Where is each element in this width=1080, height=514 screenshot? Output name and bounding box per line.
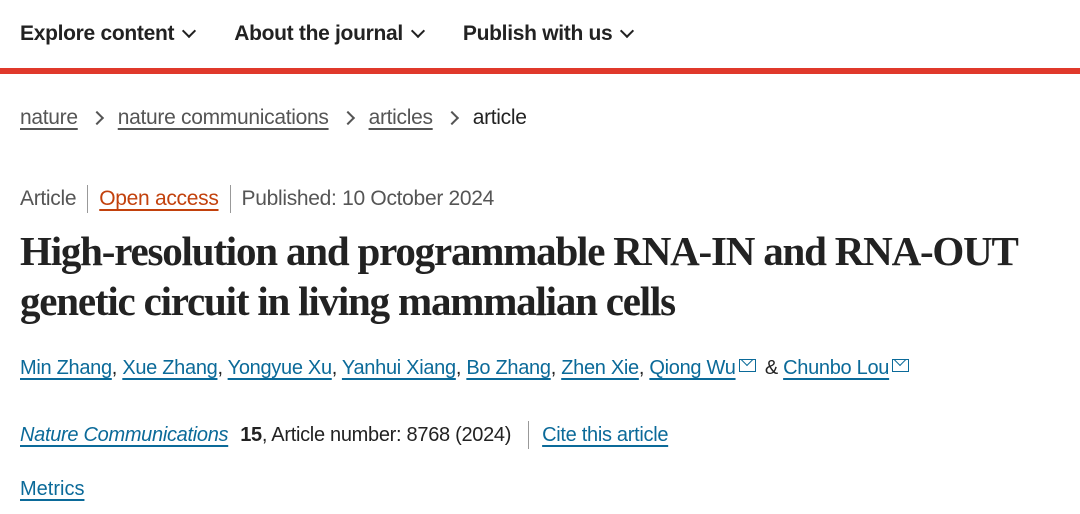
author-link[interactable]: Zhen Xie	[561, 357, 639, 379]
breadcrumb-nature[interactable]: nature	[20, 106, 78, 129]
author-link[interactable]: Qiong Wu	[649, 357, 736, 379]
author-link[interactable]: Bo Zhang	[466, 357, 551, 379]
article-type: Article	[20, 187, 77, 210]
divider	[229, 185, 231, 213]
author-link[interactable]: Yanhui Xiang	[341, 357, 456, 379]
divider	[528, 421, 530, 449]
breadcrumb-articles[interactable]: articles	[368, 106, 433, 129]
email-icon[interactable]	[892, 359, 910, 372]
email-icon[interactable]	[738, 359, 756, 372]
open-access-link[interactable]: Open access	[99, 187, 219, 210]
published-date: Published: 10 October 2024	[241, 187, 495, 210]
metrics-link[interactable]: Metrics	[20, 478, 85, 500]
breadcrumb: nature nature communications articles ar…	[20, 106, 527, 130]
author-link[interactable]: Yongyue Xu	[227, 357, 332, 379]
breadcrumb-nature-communications[interactable]: nature communications	[117, 106, 329, 129]
author-list: Min Zhang, Xue Zhang, Yongyue Xu, Yanhui…	[20, 357, 913, 380]
accent-bar	[0, 68, 1080, 74]
chevron-down-icon	[620, 23, 635, 39]
journal-link[interactable]: Nature Communications	[20, 423, 229, 446]
chevron-down-icon	[182, 23, 197, 39]
nav-about-journal[interactable]: About the journal	[234, 22, 425, 46]
metrics-section: Metrics	[20, 478, 84, 501]
article-title: High-resolution and programmable RNA-IN …	[20, 228, 1018, 324]
chevron-right-icon	[340, 110, 355, 126]
nav-explore-content[interactable]: Explore content	[20, 22, 197, 46]
volume: 15	[240, 423, 262, 446]
citation-line: Nature Communications 15, Article number…	[20, 421, 668, 449]
chevron-right-icon	[89, 110, 104, 126]
nav-publish-with-us[interactable]: Publish with us	[462, 22, 635, 46]
cite-this-article-link[interactable]: Cite this article	[542, 423, 669, 446]
author-link[interactable]: Min Zhang	[20, 357, 112, 379]
conjunction: &	[764, 357, 778, 379]
article-meta: Article Open access Published: 10 Octobe…	[20, 185, 494, 213]
chevron-right-icon	[444, 110, 459, 126]
nav-label: Publish with us	[462, 22, 613, 45]
article-number: , Article number: 8768 (2024)	[261, 423, 512, 446]
nav-label: Explore content	[20, 22, 175, 45]
chevron-down-icon	[410, 23, 425, 39]
author-link[interactable]: Xue Zhang	[122, 357, 218, 379]
author-link[interactable]: Chunbo Lou	[783, 357, 890, 379]
breadcrumb-current: article	[472, 106, 527, 129]
top-nav: Explore content About the journal Publis…	[0, 0, 1080, 68]
nav-label: About the journal	[234, 22, 403, 45]
divider	[87, 185, 89, 213]
